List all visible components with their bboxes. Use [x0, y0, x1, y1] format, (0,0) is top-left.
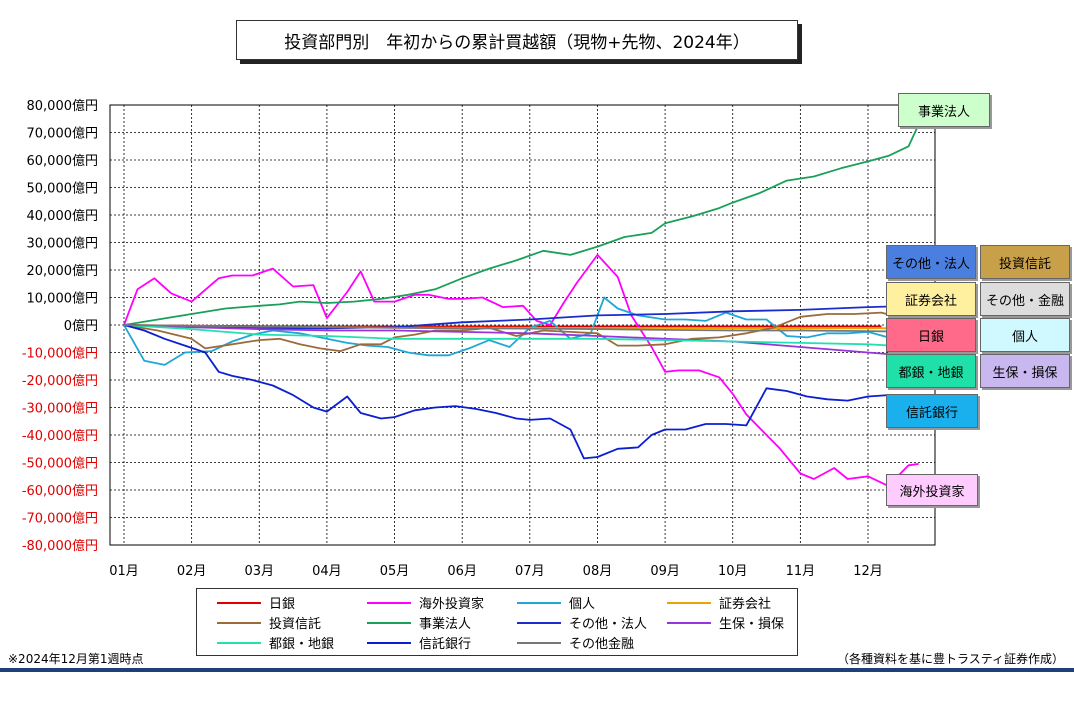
x-tick-label: 12月 — [853, 564, 883, 579]
end-label-text: 海外投資家 — [899, 484, 965, 500]
legend-swatch — [667, 601, 711, 604]
series-line — [123, 324, 919, 358]
y-tick-label: 0億円 — [64, 318, 98, 334]
end-label-text: 事業法人 — [917, 104, 970, 120]
series-line — [123, 123, 920, 326]
y-tick-label: 20,000億円 — [27, 263, 99, 279]
legend-swatch — [217, 621, 261, 624]
footnote: ※2024年12月第1週時点 — [8, 652, 144, 666]
y-tick-label: 30,000億円 — [27, 236, 99, 252]
x-tick-label: 04月 — [312, 564, 342, 579]
legend-item: 生保・損保 — [667, 613, 784, 632]
end-label-text: 投資信託 — [998, 256, 1051, 272]
legend-label: 信託銀行 — [419, 637, 472, 652]
series-line — [123, 296, 923, 366]
x-tick-label: 09月 — [650, 564, 680, 579]
x-tick-label: 11月 — [786, 564, 816, 579]
y-tick-label: 80,000億円 — [27, 98, 99, 114]
legend: 日銀 海外投資家 個人 証券会社 投資信託 事業法人 その他・法人 生保・損保 … — [196, 588, 798, 656]
legend-label: 証券会社 — [719, 597, 772, 612]
y-tick-label: -60,000億円 — [22, 483, 98, 499]
legend-item: 投資信託 — [217, 613, 321, 632]
legend-swatch — [517, 641, 561, 644]
end-label-text: 証券会社 — [904, 293, 957, 309]
y-tick-label: -10,000億円 — [22, 346, 98, 362]
end-label-text: その他・法人 — [891, 256, 970, 272]
end-label-shoken: 証券会社 — [886, 282, 976, 316]
y-tick-label: -30,000億円 — [22, 401, 98, 417]
end-label-togin: 都銀・地銀 — [886, 354, 976, 388]
end-label-seiho: 生保・損保 — [980, 354, 1070, 388]
legend-item: 日銀 — [217, 593, 295, 612]
legend-item: 信託銀行 — [367, 633, 471, 652]
end-label-kojin: 個人 — [980, 318, 1070, 352]
end-label-text: その他・金融 — [985, 293, 1064, 309]
end-label-text: 生保・損保 — [992, 365, 1058, 381]
legend-item: 都銀・地銀 — [217, 633, 334, 652]
chart-title: 投資部門別 年初からの累計買越額（現物+先物、2024年） — [236, 20, 798, 60]
legend-swatch — [517, 621, 561, 624]
legend-item: その他・法人 — [517, 613, 647, 632]
legend-swatch — [667, 621, 711, 624]
y-tick-label: -50,000億円 — [22, 456, 98, 472]
legend-swatch — [367, 601, 411, 604]
legend-item: その他金融 — [517, 633, 634, 652]
y-tick-label: -80,000億円 — [22, 538, 98, 554]
legend-label: 個人 — [569, 597, 596, 612]
legend-label: 投資信託 — [269, 617, 322, 632]
y-tick-label: -70,000億円 — [22, 511, 98, 527]
y-tick-label: 60,000億円 — [27, 153, 99, 169]
end-label-text: 都銀・地銀 — [898, 365, 964, 381]
y-tick-label: 50,000億円 — [27, 181, 99, 197]
end-label-sonota-kinyu: その他・金融 — [980, 282, 1070, 316]
x-tick-label: 06月 — [447, 564, 477, 579]
legend-item: 証券会社 — [667, 593, 771, 612]
bottom-rule — [0, 668, 1074, 672]
end-label-nichigin: 日銀 — [886, 318, 976, 352]
legend-label: その他金融 — [569, 637, 635, 652]
y-tick-label: -40,000億円 — [22, 428, 98, 444]
series-line — [123, 324, 920, 460]
end-label-toushin: 投資信託 — [980, 245, 1070, 279]
end-label-kaigai: 海外投資家 — [886, 474, 978, 506]
legend-label: 日銀 — [269, 597, 296, 612]
x-tick-label: 02月 — [177, 564, 207, 579]
source-note: （各種資料を基に豊トラスティ証券作成） — [836, 652, 1064, 666]
series-line — [123, 253, 919, 487]
x-tick-label: 07月 — [515, 564, 545, 579]
legend-label: 都銀・地銀 — [269, 637, 335, 652]
legend-item: 事業法人 — [367, 613, 471, 632]
end-label-text: 個人 — [1011, 329, 1038, 345]
end-label-jigyo: 事業法人 — [898, 93, 990, 127]
y-tick-label: 70,000億円 — [27, 126, 99, 142]
legend-label: 生保・損保 — [719, 617, 785, 632]
end-label-sonota-hojin: その他・法人 — [886, 245, 976, 279]
series-line — [123, 324, 919, 348]
legend-swatch — [517, 601, 561, 604]
legend-swatch — [367, 621, 411, 624]
x-tick-label: 05月 — [380, 564, 410, 579]
series-line — [123, 324, 919, 333]
legend-label: 事業法人 — [419, 617, 472, 632]
legend-label: 海外投資家 — [419, 597, 485, 612]
end-label-text: 日銀 — [917, 329, 944, 345]
y-tick-label: 40,000億円 — [27, 208, 99, 224]
end-label-text: 信託銀行 — [905, 405, 958, 421]
x-tick-label: 08月 — [583, 564, 613, 579]
x-tick-label: 01月 — [109, 564, 139, 579]
x-tick-label: 03月 — [244, 564, 274, 579]
y-tick-label: -20,000億円 — [22, 373, 98, 389]
legend-item: 個人 — [517, 593, 595, 612]
legend-swatch — [217, 641, 261, 644]
legend-label: その他・法人 — [569, 617, 648, 632]
legend-swatch — [217, 601, 261, 604]
x-tick-label: 10月 — [718, 564, 748, 579]
legend-item: 海外投資家 — [367, 593, 484, 612]
legend-swatch — [367, 641, 411, 644]
y-tick-label: 10,000億円 — [27, 291, 99, 307]
end-label-shintaku: 信託銀行 — [886, 394, 978, 428]
